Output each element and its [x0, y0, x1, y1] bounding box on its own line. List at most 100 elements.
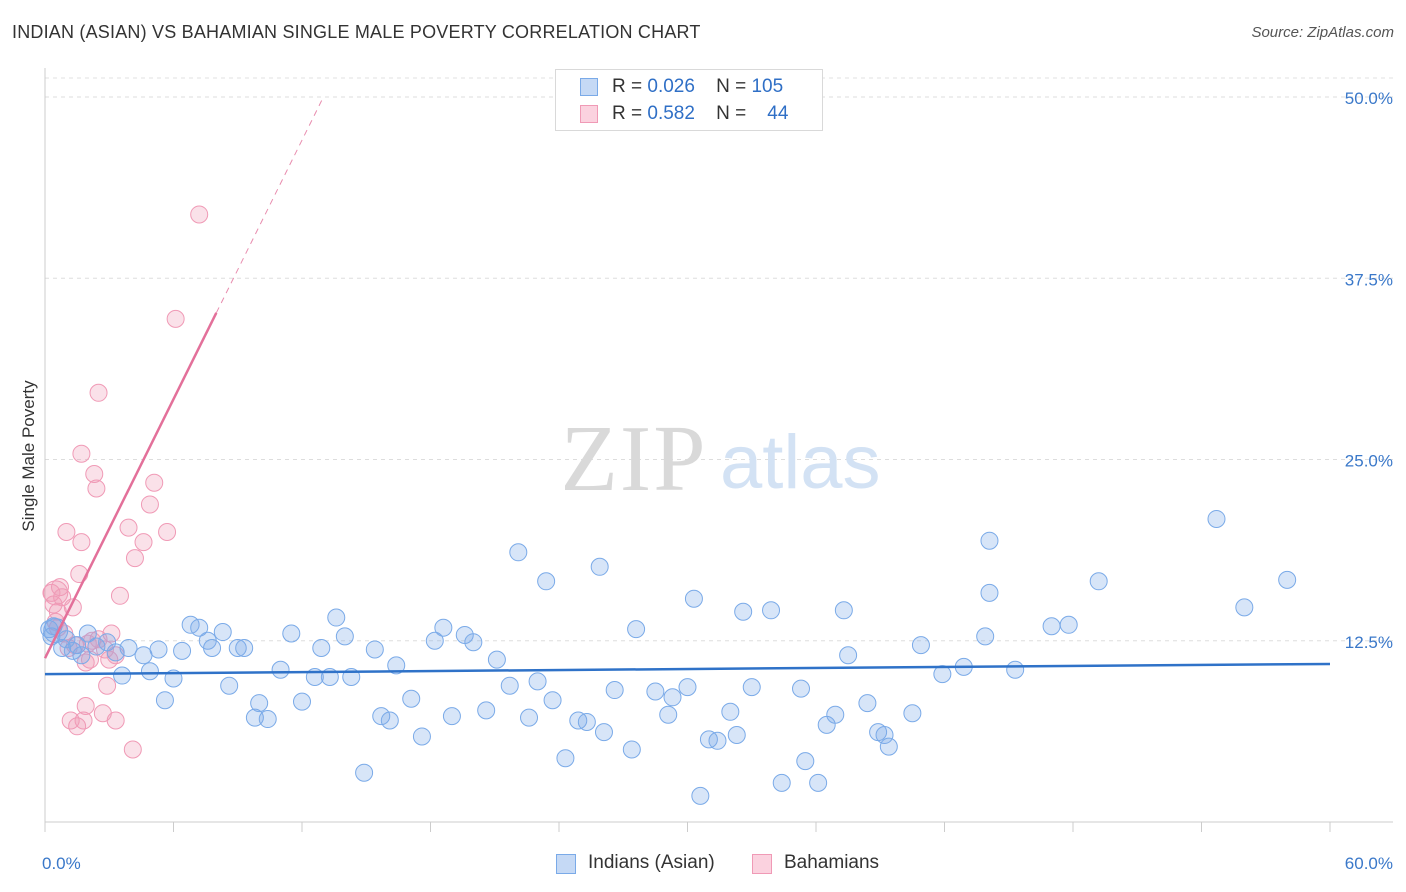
indians-point-89	[858, 694, 877, 713]
legend-swatch-blue	[580, 78, 598, 96]
y-tick-label-0: 12.5%	[1345, 633, 1393, 652]
indians-point-12	[113, 666, 132, 685]
bahamians-point-3	[48, 602, 67, 621]
indians-point-51	[464, 633, 483, 652]
legend-swatch-pink	[580, 105, 598, 123]
indians-point-21	[190, 618, 209, 637]
watermark: ZIP atlas	[561, 407, 881, 511]
trend-lines	[43, 96, 1331, 676]
bahamians-point-33	[119, 518, 138, 537]
indians-point-33	[293, 692, 311, 711]
indians-point-28	[245, 708, 264, 727]
indians-point-44	[387, 656, 406, 675]
indians-point-72	[684, 589, 703, 608]
indians-point-30	[258, 710, 277, 729]
n-label: N =	[716, 103, 747, 124]
indians-point-66	[622, 740, 641, 759]
bahamians-point-37	[140, 495, 159, 514]
indians-point-19	[173, 641, 192, 660]
bahamians-point-35	[125, 549, 144, 568]
x-tick-label-max: 60.0%	[1345, 854, 1393, 873]
bahamians-trend-extension	[215, 96, 324, 314]
indians-point-47	[425, 631, 444, 650]
y-tick-label-2: 37.5%	[1345, 270, 1393, 289]
indians-point-59	[543, 691, 562, 710]
indians-point-78	[734, 602, 753, 621]
gridlines	[45, 77, 1393, 642]
y-axis-label: Single Male Poverty	[19, 380, 38, 532]
r-label: R =	[612, 103, 643, 124]
series-swatch-pink	[752, 854, 772, 874]
indians-point-98	[980, 583, 999, 602]
indians-trend-line	[44, 662, 1331, 676]
bahamians-point-14	[72, 533, 91, 552]
indians-point-37	[327, 608, 346, 627]
n-value: 105	[751, 76, 784, 97]
series-label-indians: Indians (Asian)	[588, 852, 715, 873]
source-credit: Source: ZipAtlas.com	[1251, 24, 1394, 41]
indians-point-53	[487, 650, 506, 669]
indians-point-80	[762, 601, 781, 620]
indians-point-58	[537, 572, 556, 591]
y-tick-label-1: 25.0%	[1345, 452, 1393, 471]
indians-point-55	[509, 543, 528, 562]
indians-point-101	[1042, 617, 1061, 636]
indians-point-23	[203, 639, 222, 657]
indians-point-49	[442, 707, 461, 726]
axes	[44, 68, 1393, 832]
indians-point-14	[134, 646, 153, 665]
bahamians-points	[42, 205, 209, 759]
indians-point-54	[500, 676, 519, 695]
indians-points	[40, 509, 1297, 805]
indians-point-8	[78, 624, 97, 643]
indians-point-29	[250, 694, 269, 713]
indians-point-48	[434, 618, 453, 637]
indians-point-31	[271, 660, 290, 679]
indians-point-91	[875, 726, 894, 744]
indians-point-103	[1089, 572, 1108, 591]
bahamians-point-24	[89, 383, 108, 402]
indians-point-100	[1006, 660, 1025, 679]
indians-point-92	[879, 737, 898, 756]
indians-point-83	[796, 752, 815, 771]
indians-point-42	[372, 707, 391, 726]
indians-point-27	[235, 639, 254, 657]
indians-point-88	[839, 646, 858, 665]
tick-labels: 12.5% 25.0% 37.5% 50.0% 0.0% 60.0%	[42, 89, 1393, 873]
indians-point-81	[772, 773, 791, 792]
indians-point-25	[220, 676, 239, 695]
indians-point-57	[528, 672, 547, 691]
legend-text-indians: R = 0.026 N = 105	[612, 76, 783, 98]
r-label: R =	[612, 76, 643, 97]
bahamians-point-16	[74, 711, 93, 730]
indians-point-77	[727, 726, 746, 744]
y-tick-label-3: 50.0%	[1345, 89, 1393, 108]
bahamians-point-21	[85, 465, 104, 483]
bahamians-point-40	[166, 309, 185, 328]
bahamians-point-22	[87, 479, 106, 498]
indians-point-75	[708, 731, 727, 750]
bahamians-point-36	[134, 533, 153, 552]
indians-point-45	[402, 689, 421, 708]
bahamians-point-large	[43, 580, 69, 606]
indians-point-4	[57, 630, 76, 649]
indians-point-35	[312, 639, 331, 657]
indians-point-95	[933, 665, 952, 684]
indians-point-40	[355, 763, 374, 782]
indians-point-87	[834, 601, 853, 620]
chart-title: INDIAN (ASIAN) VS BAHAMIAN SINGLE MALE P…	[12, 22, 701, 42]
indians-point-64	[594, 723, 613, 742]
stats-legend: R = 0.026 N = 105 R = 0.582 N = 44	[555, 69, 823, 131]
bahamians-point-31	[106, 711, 125, 730]
bahamians-point-41	[190, 205, 209, 224]
indians-point-67	[627, 620, 646, 639]
r-value: 0.026	[647, 76, 695, 97]
indians-point-68	[646, 682, 665, 701]
indians-point-104	[1207, 509, 1226, 528]
indians-point-60	[556, 749, 575, 768]
n-value: 44	[767, 103, 789, 124]
indians-point-16	[149, 640, 168, 659]
indians-point-24	[213, 623, 232, 642]
indians-point-62	[577, 712, 596, 731]
watermark-zip: ZIP	[561, 407, 708, 511]
